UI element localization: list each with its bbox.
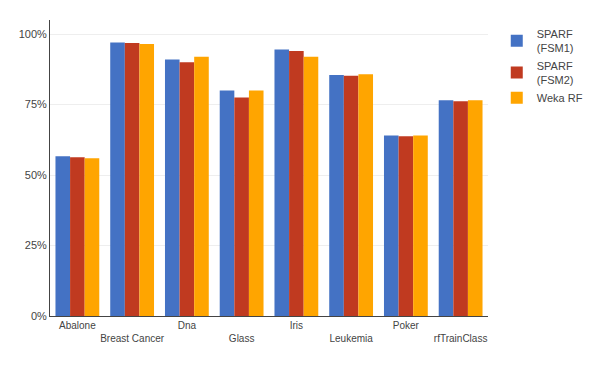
svg-text:100%: 100% <box>19 28 47 40</box>
svg-text:50%: 50% <box>25 169 47 181</box>
svg-text:SPARF(FSM1): SPARF(FSM1) <box>537 28 574 54</box>
svg-text:Iris: Iris <box>290 320 303 331</box>
svg-text:Weka RF: Weka RF <box>537 92 583 104</box>
svg-text:Leukemia: Leukemia <box>329 333 373 344</box>
svg-text:rfTrainClass: rfTrainClass <box>434 333 488 344</box>
svg-text:Breast Cancer: Breast Cancer <box>100 333 165 344</box>
svg-text:Glass: Glass <box>229 333 255 344</box>
svg-text:Dna: Dna <box>178 320 197 331</box>
svg-text:75%: 75% <box>25 98 47 110</box>
svg-text:Abalone: Abalone <box>59 320 96 331</box>
svg-text:0%: 0% <box>31 310 47 322</box>
svg-text:25%: 25% <box>25 239 47 251</box>
svg-text:Poker: Poker <box>393 320 420 331</box>
svg-text:SPARF(FSM2): SPARF(FSM2) <box>537 60 574 86</box>
